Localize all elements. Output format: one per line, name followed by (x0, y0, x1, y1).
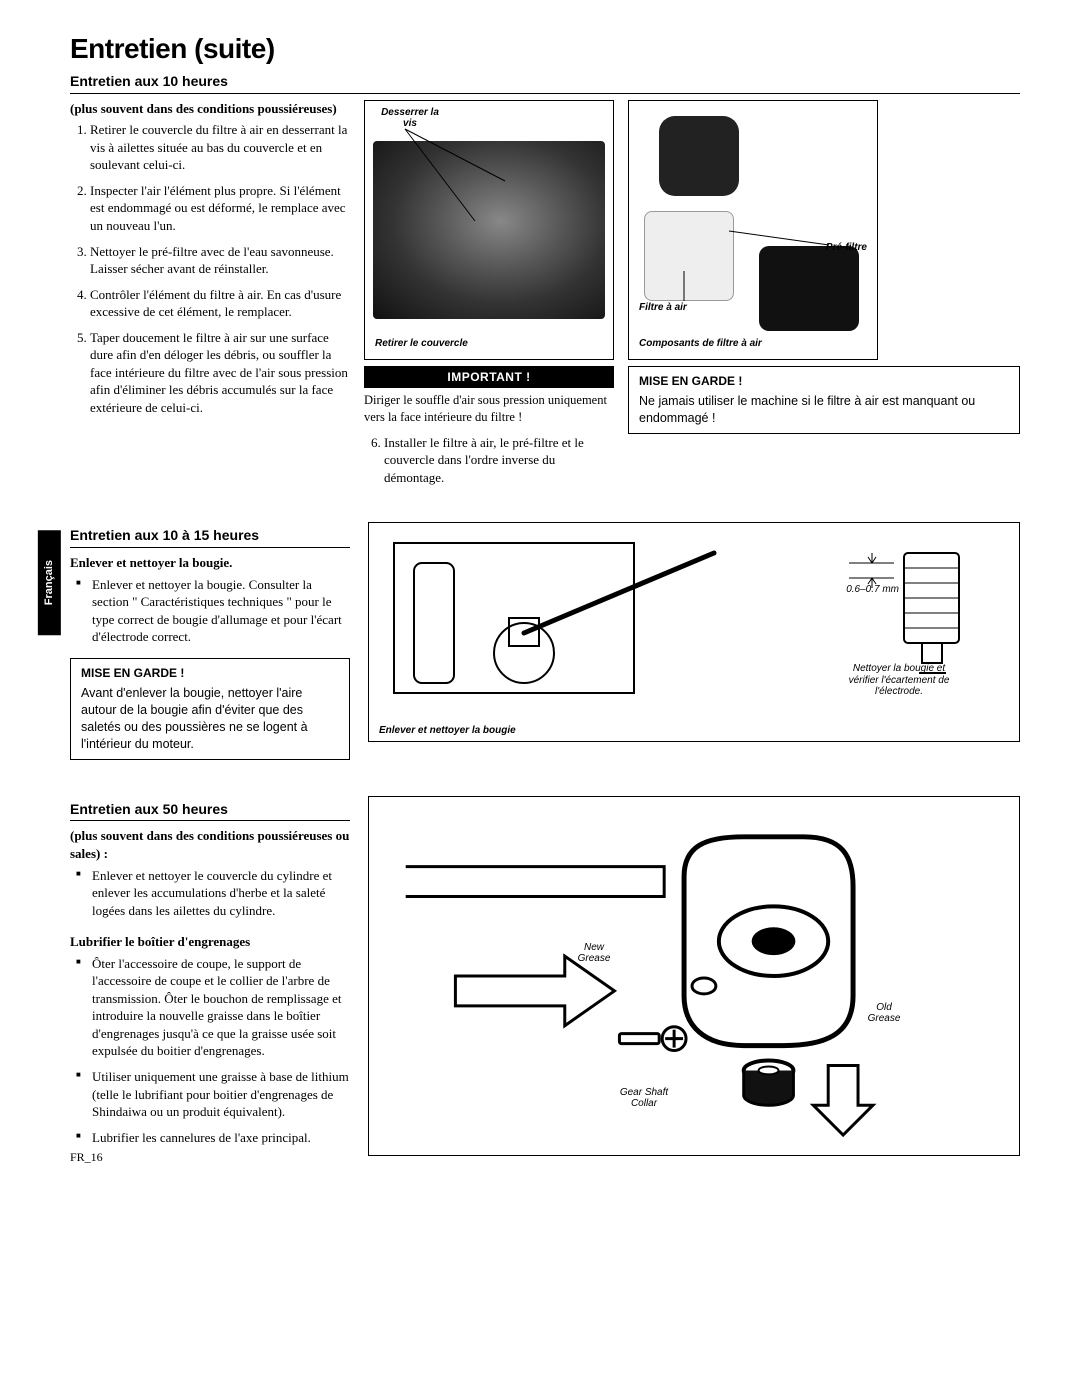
warning1-text: Ne jamais utiliser le machine si le filt… (639, 393, 1009, 427)
fig3-clean-label: Nettoyer la bougie et vérifier l'écartem… (839, 663, 959, 698)
section3-row: Entretien aux 50 heures (plus souvent da… (70, 796, 1020, 1156)
section3-bullet-1: Enlever et nettoyer le couvercle du cyli… (76, 867, 350, 920)
section3-bullets-a: Enlever et nettoyer le couvercle du cyli… (70, 867, 350, 920)
section2-bullets: Enlever et nettoyer la bougie. Consulter… (70, 576, 350, 646)
step-5: Taper doucement le filtre à air sur une … (90, 329, 350, 417)
section1-left-col: (plus souvent dans des conditions poussi… (70, 100, 350, 425)
section1-subhead: (plus souvent dans des conditions poussi… (70, 100, 350, 118)
warning2-text: Avant d'enlever la bougie, nettoyer l'ai… (81, 685, 339, 753)
warning-box-2: MISE EN GARDE ! Avant d'enlever la bougi… (70, 658, 350, 760)
warning2-title: MISE EN GARDE ! (81, 665, 339, 681)
section2-bullet-1: Enlever et nettoyer la bougie. Consulter… (76, 576, 350, 646)
section1-mid-col: Desserrer la vis Retirer le couvercle IM… (364, 100, 614, 495)
section1-right-col: Pré-filtre Filtre à air Composants de fi… (628, 100, 1020, 434)
fig4-new-label: New Grease (569, 942, 619, 964)
section2-left-col: Entretien aux 10 à 15 heures Enlever et … (70, 522, 350, 759)
step-2: Inspecter l'air l'élément plus propre. S… (90, 182, 350, 235)
step-1: Retirer le couvercle du filtre à air en … (90, 121, 350, 174)
fig2-caption: Composants de filtre à air (639, 337, 762, 351)
step-3: Nettoyer le pré-filtre avec de l'eau sav… (90, 243, 350, 278)
section3-heading: Entretien aux 50 heures (70, 800, 350, 822)
section2-subhead: Enlever et nettoyer la bougie. (70, 554, 350, 572)
section3-bullet-4: Lubrifier les cannelures de l'axe princi… (76, 1129, 350, 1147)
fig2-prefilter-label: Pré-filtre (826, 241, 867, 255)
figure-spark-plug: 0.6–0.7 mm Nettoyer la bougie et vérifie… (368, 522, 1020, 742)
section1-heading: Entretien aux 10 heures (70, 72, 1020, 94)
warning-box-1: MISE EN GARDE ! Ne jamais utiliser le ma… (628, 366, 1020, 434)
fig3-caption: Enlever et nettoyer la bougie (379, 724, 516, 738)
section3-bullet-2: Ôter l'accessoire de coupe, le support d… (76, 955, 350, 1060)
important-title: IMPORTANT ! (364, 366, 614, 388)
figure-gearcase: New Grease Old Grease Gear Shaft Collar (368, 796, 1020, 1156)
fig3-gap-label: 0.6–0.7 mm (846, 583, 899, 597)
page-number: FR_16 (70, 1149, 103, 1165)
important-text: Diriger le souffle d'air sous pression u… (364, 392, 614, 426)
section2-row: Entretien aux 10 à 15 heures Enlever et … (70, 522, 1020, 759)
section1-row: (plus souvent dans des conditions poussi… (70, 100, 1020, 495)
section3-bullet-3: Utiliser uniquement une graisse à base d… (76, 1068, 350, 1121)
warning1-title: MISE EN GARDE ! (639, 373, 1009, 389)
fig2-callout-lines (629, 101, 877, 359)
title-main: Entretien (70, 33, 187, 64)
fig1-callout-lines (365, 101, 613, 359)
section1-step6-list: Installer le filtre à air, le pré-filtre… (364, 434, 614, 487)
page-title: Entretien (suite) (70, 30, 1020, 68)
title-suite: (suite) (194, 33, 275, 64)
figure-filter-components: Pré-filtre Filtre à air Composants de fi… (628, 100, 878, 360)
section1-steps: Retirer le couvercle du filtre à air en … (70, 121, 350, 416)
figure-air-filter-cover: Desserrer la vis Retirer le couvercle (364, 100, 614, 360)
section2-heading: Entretien aux 10 à 15 heures (70, 526, 350, 548)
section3-subhead1: (plus souvent dans des conditions poussi… (70, 827, 350, 862)
step-4: Contrôler l'élément du filtre à air. En … (90, 286, 350, 321)
section3-subhead2: Lubrifier le boîtier d'engrenages (70, 933, 350, 951)
section3-bullets-b: Ôter l'accessoire de coupe, le support d… (70, 955, 350, 1146)
fig4-drawing (379, 807, 1009, 1145)
fig2-filter-label: Filtre à air (639, 301, 687, 315)
fig4-old-label: Old Grease (859, 1002, 909, 1024)
step-6: Installer le filtre à air, le pré-filtre… (384, 434, 614, 487)
fig4-collar-label: Gear Shaft Collar (609, 1087, 679, 1109)
section3-left-col: Entretien aux 50 heures (plus souvent da… (70, 796, 350, 1155)
language-tab: Français (38, 530, 61, 635)
